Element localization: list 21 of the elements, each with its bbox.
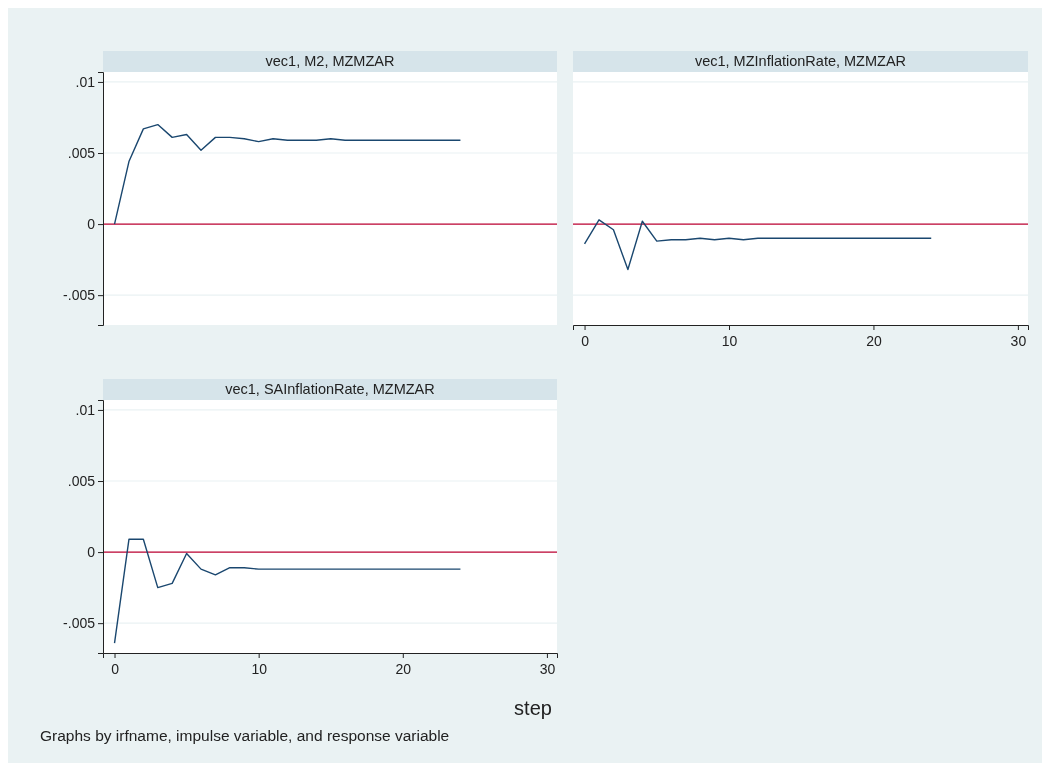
x-tick-label: 10 [251,660,268,677]
x-tick-label: 30 [539,660,556,677]
y-tick-label: 0 [87,216,96,233]
y-tick-label: .01 [75,401,96,418]
chart-title: vec1, SAInflationRate, MZMZAR [225,381,435,397]
x-tick-label: 20 [866,332,882,349]
x-tick-label: 0 [111,660,120,677]
text: Graphs by irfname, impulse variable, and response variable [40,727,450,744]
y-tick-label: 0 [87,544,96,561]
chart-title: vec1, MZInflationRate, MZMZAR [694,53,907,69]
y-tick-label: -.005 [63,287,96,304]
x-tick-label: 20 [395,660,412,677]
x-tick-label: 30 [1010,332,1027,349]
y-tick-label: .005 [67,145,96,161]
y-tick-label: .01 [75,73,96,90]
x-axis-title: step [514,697,552,719]
y-tick-label: .005 [67,473,96,489]
x-tick-label: 0 [581,332,590,349]
x-tick-label: 10 [721,332,738,349]
chart-title: vec1, M2, MZMZAR [265,53,395,69]
y-tick-label: -.005 [63,615,96,632]
